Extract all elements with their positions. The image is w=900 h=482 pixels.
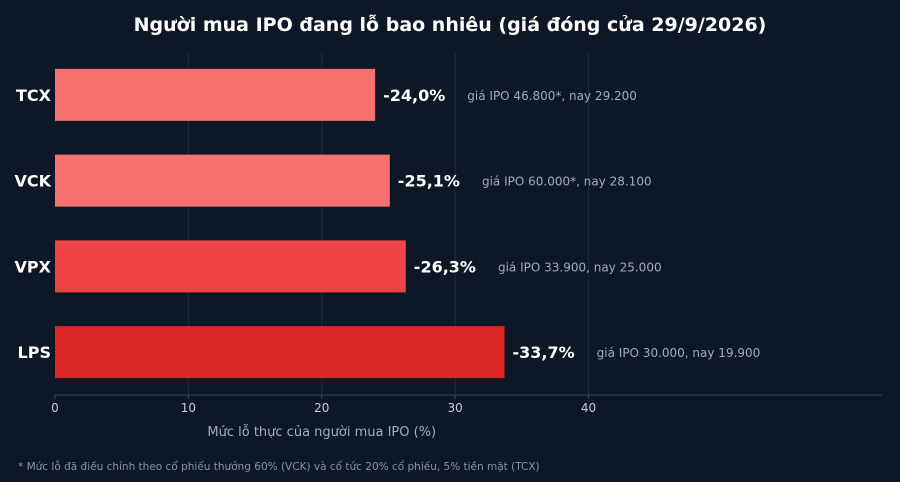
value-label-vck: -25,1% [398,172,460,191]
bar-vck [55,154,390,207]
x-tick-label-40: 40 [581,401,596,415]
x-tick-label-0: 0 [51,401,59,415]
x-tick-label-20: 20 [314,401,329,415]
category-label-vpx: VPX [15,257,52,276]
x-tick-label-10: 10 [181,401,196,415]
chart-title: Người mua IPO đang lỗ bao nhiêu (giá đón… [133,14,767,36]
annotation-lps: giá IPO 30.000, nay 19.900 [597,346,761,360]
bar-vpx [55,240,406,293]
chart-footnote: * Mức lỗ đã điều chỉnh theo cổ phiếu thư… [18,461,540,473]
category-label-vck: VCK [14,172,51,191]
bar-tcx [55,68,376,121]
x-tick-label-30: 30 [448,401,463,415]
category-label-tcx: TCX [16,86,52,105]
value-label-lps: -33,7% [513,343,575,362]
category-label-lps: LPS [18,343,51,362]
annotation-vpx: giá IPO 33.900, nay 25.000 [498,260,662,274]
annotation-vck: giá IPO 60.000*, nay 28.100 [482,175,652,189]
value-label-tcx: -24,0% [383,86,445,105]
bar-lps [55,326,505,379]
x-axis-label: Mức lỗ thực của người mua IPO (%) [207,425,436,440]
annotation-tcx: giá IPO 46.800*, nay 29.200 [467,89,637,103]
value-label-vpx: -26,3% [414,257,476,276]
